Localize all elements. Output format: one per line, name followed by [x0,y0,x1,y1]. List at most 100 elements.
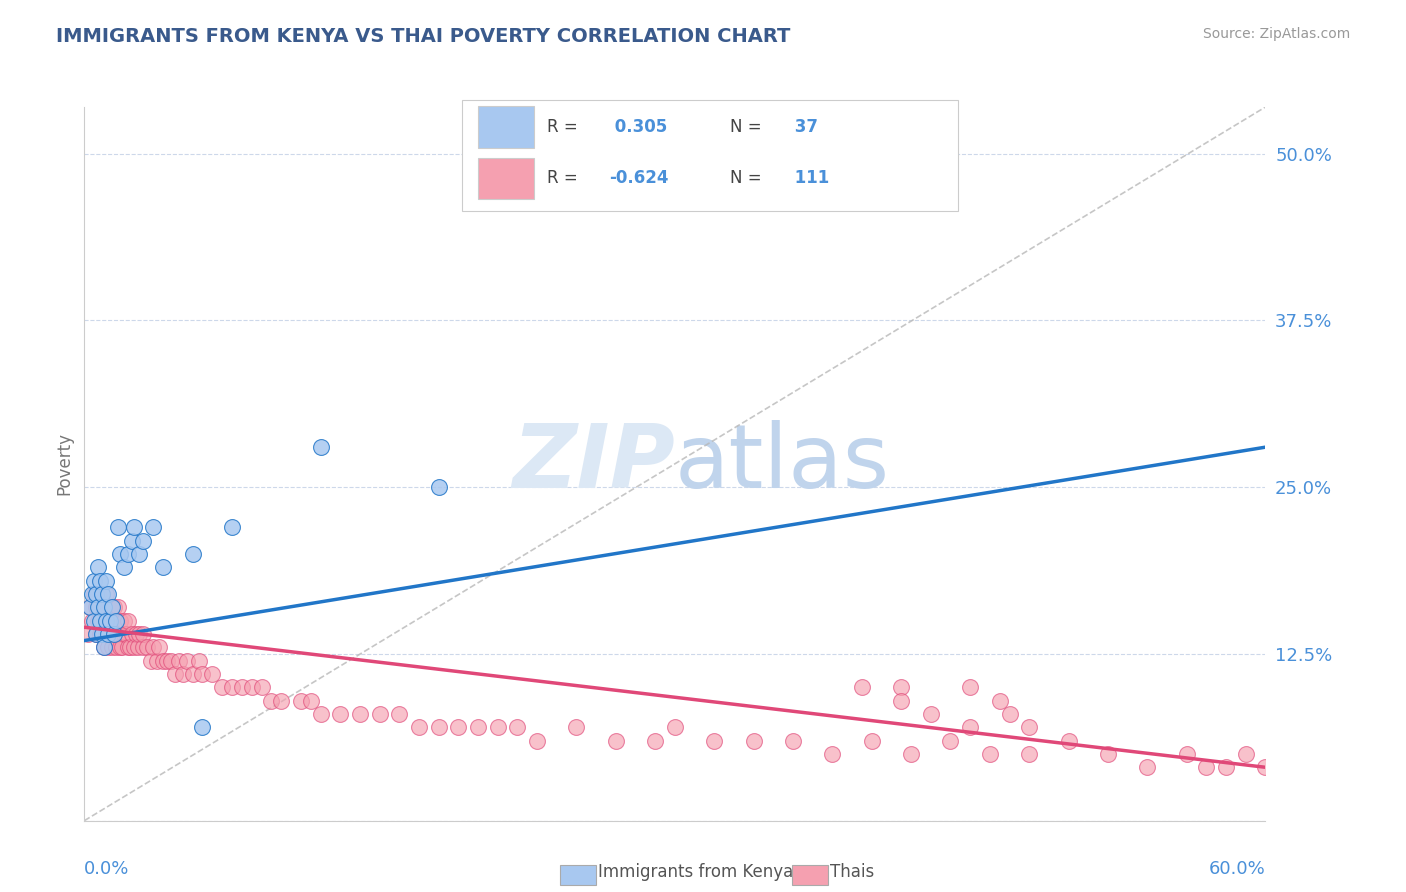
Point [959,680,981,694]
Point [703,733,725,747]
Point [79,600,101,615]
Point [122,640,145,655]
Text: 0.305: 0.305 [609,118,666,136]
Point [152,654,174,668]
Point [270,693,292,707]
Point [1018,747,1040,761]
Point [101,640,124,655]
Text: Source: ZipAtlas.com: Source: ZipAtlas.com [1202,27,1350,41]
Point [87,560,110,574]
Point [128,547,150,561]
Point [467,720,489,734]
Point [132,640,155,655]
Point [176,654,198,668]
Point [299,693,322,707]
Point [1234,747,1257,761]
Point [309,706,332,721]
Point [1136,760,1159,774]
Point [191,720,214,734]
Point [447,720,470,734]
Point [427,480,450,494]
Point [91,614,114,628]
Point [91,587,114,601]
Point [87,587,110,601]
Point [108,614,131,628]
Point [89,614,111,628]
Point [146,654,169,668]
Point [97,640,120,655]
Point [103,600,125,615]
Point [83,614,105,628]
Point [526,733,548,747]
FancyBboxPatch shape [478,158,534,199]
Point [141,654,163,668]
Text: ZIP: ZIP [512,420,675,508]
Point [1057,733,1080,747]
Text: N =: N = [730,169,762,187]
Point [221,680,243,694]
Point [94,574,117,588]
Point [860,733,883,747]
Point [118,640,141,655]
Text: IMMIGRANTS FROM KENYA VS THAI POVERTY CORRELATION CHART: IMMIGRANTS FROM KENYA VS THAI POVERTY CO… [56,27,790,45]
Point [231,680,253,694]
Point [89,574,111,588]
Point [112,614,135,628]
Point [104,640,127,655]
Text: 111: 111 [789,169,830,187]
Point [148,640,170,655]
Point [124,627,146,641]
Point [82,587,104,601]
Point [890,680,912,694]
Point [1254,760,1277,774]
Text: 37: 37 [789,118,818,136]
Point [89,627,111,641]
Point [94,627,117,641]
Text: R =: R = [547,169,578,187]
Text: R =: R = [547,118,578,136]
Text: Thais: Thais [830,863,873,881]
Text: Immigrants from Kenya: Immigrants from Kenya [598,863,793,881]
Point [240,680,263,694]
Text: atlas: atlas [675,420,890,508]
Point [89,600,111,615]
Point [163,667,186,681]
Text: -0.624: -0.624 [609,169,668,187]
Point [104,614,127,628]
Point [114,627,136,641]
Point [142,520,165,534]
Point [84,627,107,641]
Point [93,640,115,655]
Point [91,587,114,601]
Point [181,547,204,561]
Point [101,614,124,628]
Point [329,706,352,721]
Point [187,654,209,668]
Point [427,720,450,734]
Point [93,640,115,655]
Text: 60.0%: 60.0% [1209,860,1265,878]
Point [152,560,174,574]
Point [94,614,117,628]
Point [79,600,101,615]
Y-axis label: Poverty: Poverty [55,433,73,495]
Point [191,667,214,681]
Point [156,654,179,668]
Point [211,680,233,694]
Point [181,667,204,681]
Point [103,627,125,641]
Point [167,654,190,668]
Point [103,627,125,641]
Point [104,614,127,628]
Point [260,693,283,707]
Point [782,733,804,747]
Point [132,627,155,641]
Text: N =: N = [730,118,762,136]
Point [221,520,243,534]
Point [664,720,686,734]
Point [1097,747,1119,761]
Point [107,627,129,641]
Point [93,600,115,615]
Point [920,706,942,721]
FancyBboxPatch shape [463,100,959,211]
